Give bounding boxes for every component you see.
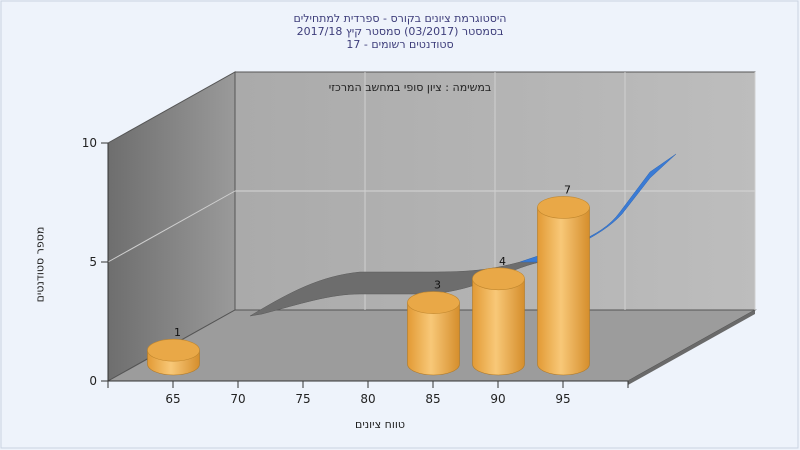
bar-value-label: 4 xyxy=(499,255,506,268)
bar-top xyxy=(537,196,590,219)
bar-value-label: 3 xyxy=(434,279,441,292)
x-tick-label: 85 xyxy=(425,392,440,406)
bar-body xyxy=(537,207,590,376)
chart-annotation: במשימה : ציון סופי במחשב המרכזי xyxy=(328,81,492,94)
x-tick-label: 95 xyxy=(555,392,570,406)
chart-title-line-3: סטודנטים רשומים - 17 xyxy=(346,38,454,51)
y-tick-label: 5 xyxy=(89,255,97,269)
grid-line xyxy=(107,190,236,263)
bar-value-label: 7 xyxy=(564,183,571,196)
y-tick-label: 0 xyxy=(89,374,97,388)
bar: 1 xyxy=(147,326,200,376)
floor-edge xyxy=(628,310,755,385)
bar-series: 1 3 4 7 xyxy=(147,183,590,376)
x-axis-label: טווח ציונים xyxy=(355,418,405,431)
bar-value-label: 1 xyxy=(174,326,181,339)
bar-body xyxy=(472,278,525,376)
bar-top xyxy=(407,291,460,314)
x-tick-labels: 65 70 75 80 85 90 95 xyxy=(107,380,629,406)
x-tick-label: 65 xyxy=(165,392,180,406)
chart-title-line-2: בסמסטר (03/2017) סמסטר קיץ 2017/18 xyxy=(296,25,504,38)
y-axis-label: מספר סטודנטים xyxy=(33,226,47,303)
bar: 7 xyxy=(537,183,590,376)
bar-body xyxy=(407,302,460,376)
x-tick-label: 75 xyxy=(295,392,310,406)
bar: 3 xyxy=(407,279,460,376)
bar-top xyxy=(147,338,200,362)
bar: 4 xyxy=(472,255,525,376)
x-tick-label: 80 xyxy=(360,392,375,406)
y-tick-labels: 0 5 10 xyxy=(82,136,109,388)
chart-title-line-1: היסטוגרמת ציונים בקורס - ספרדית למתחילים xyxy=(293,12,507,25)
grid-lines xyxy=(107,72,756,310)
y-tick-label: 10 xyxy=(82,136,97,150)
bar-top xyxy=(472,267,525,291)
x-tick-label: 70 xyxy=(230,392,245,406)
chart-title-block: היסטוגרמת ציונים בקורס - ספרדית למתחילים… xyxy=(0,12,800,51)
x-tick-label: 90 xyxy=(490,392,505,406)
